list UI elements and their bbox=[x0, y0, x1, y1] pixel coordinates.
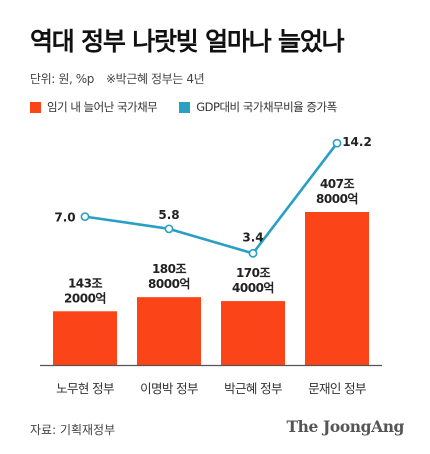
chart-title: 역대 정부 나랏빚 얼마나 늘었나 bbox=[30, 27, 345, 56]
source-note: 자료: 기획재정부 bbox=[30, 423, 116, 437]
bar-3 bbox=[221, 301, 285, 365]
bar-2 bbox=[137, 297, 201, 365]
bar-value-label-2-top: 180조 bbox=[152, 262, 187, 276]
legend-label-line: GDP대비 국가채무비율 증가폭 bbox=[196, 100, 337, 114]
legend-swatch-bar bbox=[30, 101, 41, 113]
line-value-label-3: 3.4 bbox=[242, 230, 263, 244]
line-value-label-4: 14.2 bbox=[342, 135, 372, 149]
legend-item-bar: 임기 내 늘어난 국가채무 bbox=[30, 99, 158, 115]
x-tick-label-1: 노무현 정부 bbox=[56, 381, 114, 396]
bar-value-label-2-bottom: 8000억 bbox=[148, 277, 190, 291]
term-note: ※박근혜 정부는 4년 bbox=[106, 72, 205, 86]
x-tick-label-2: 이명박 정부 bbox=[140, 381, 198, 396]
bar-value-label-3-top: 170조 bbox=[236, 266, 271, 280]
legend-item-line: GDP대비 국가채무비율 증가폭 bbox=[179, 99, 337, 115]
bar-value-label-4-top: 407조 bbox=[320, 177, 355, 191]
publisher-logo: The JoongAng bbox=[286, 417, 404, 436]
line-value-label-2: 5.8 bbox=[158, 208, 179, 222]
bar-4 bbox=[305, 212, 369, 365]
bar-1 bbox=[53, 311, 117, 365]
line-value-label-1: 7.0 bbox=[54, 211, 75, 225]
unit-note: 단위: 원, %p ※박근혜 정부는 4년 bbox=[30, 70, 205, 87]
line-point-1 bbox=[80, 212, 90, 221]
line-point-3 bbox=[248, 248, 258, 258]
bar-value-label-3-bottom: 4000억 bbox=[232, 281, 274, 295]
legend-swatch-line bbox=[179, 101, 191, 113]
x-tick-label-4: 문재인 정부 bbox=[308, 381, 366, 396]
line-series bbox=[84, 142, 339, 255]
unit-label: 단위: 원, %p bbox=[30, 72, 95, 86]
bar-value-label-1-top: 143조 bbox=[68, 276, 103, 290]
bar-value-label-4-bottom: 8000억 bbox=[316, 192, 358, 206]
bar-value-label-1-bottom: 2000억 bbox=[64, 291, 106, 305]
legend: 임기 내 늘어난 국가채무 GDP대비 국가채무비율 증가폭 bbox=[30, 99, 359, 115]
line-point-4 bbox=[332, 138, 342, 148]
x-tick-label-3: 박근혜 정부 bbox=[224, 381, 282, 396]
legend-label-bar: 임기 내 늘어난 국가채무 bbox=[47, 100, 158, 114]
line-point-2 bbox=[164, 224, 174, 234]
